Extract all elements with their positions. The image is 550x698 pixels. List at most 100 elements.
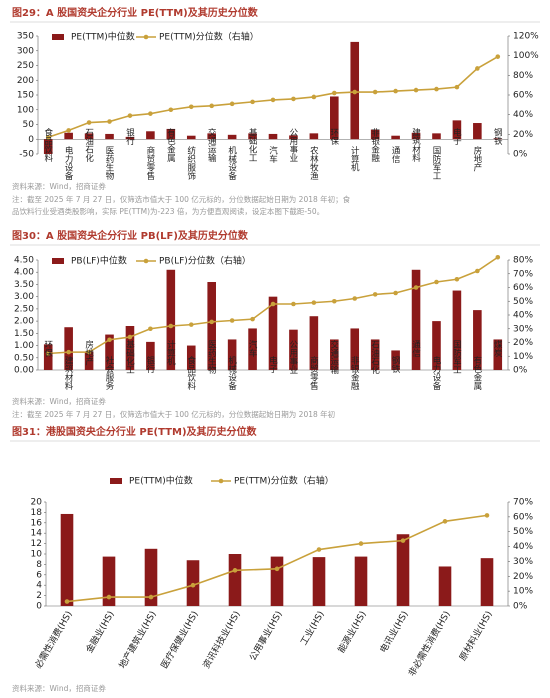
line-point xyxy=(232,568,238,573)
line-point xyxy=(352,89,358,95)
x-tick-label: 通信 xyxy=(390,145,400,164)
x-tick-label: 通信 xyxy=(411,339,421,358)
bar xyxy=(289,135,298,140)
line-point xyxy=(45,351,51,356)
y2-tick-label: 60% xyxy=(513,283,533,293)
bar xyxy=(309,133,319,140)
bar xyxy=(228,554,242,606)
x-tick-label: 公用事业 xyxy=(288,340,298,374)
y-tick-label: 18 xyxy=(31,508,43,518)
chart-title: 图30：A 股国资央企分行业 PB(LF)及其历史分位数 xyxy=(12,229,249,242)
line-point xyxy=(270,301,276,307)
x-tick-label: 电力设备 xyxy=(431,355,441,391)
line-point xyxy=(352,296,358,301)
x-tick-label: 必需性消费(HS) xyxy=(32,609,75,671)
x-tick-label: 计算机 xyxy=(349,145,359,172)
y-tick-label: 100 xyxy=(17,105,34,115)
line-point xyxy=(66,349,71,355)
x-tick-label: 机械设备 xyxy=(227,355,237,391)
bar xyxy=(312,557,326,606)
line-point xyxy=(66,128,71,133)
y-tick-label: 3.00 xyxy=(14,292,34,302)
x-tick-label: 非银金融 xyxy=(370,127,380,163)
bar xyxy=(391,135,400,140)
x-tick-label: 公用事业 xyxy=(288,128,298,162)
x-tick-label: 社会服务 xyxy=(104,355,114,391)
x-tick-label: 钢铁 xyxy=(390,355,400,374)
line-point xyxy=(229,318,235,323)
bar xyxy=(227,339,237,370)
bar xyxy=(146,131,155,140)
bar xyxy=(268,296,278,370)
y-tick-label: 2.00 xyxy=(14,317,34,327)
x-tick-label: 原材料业(HS) xyxy=(457,609,495,663)
line-point xyxy=(86,120,92,125)
x-tick-label: 汽车 xyxy=(268,145,278,164)
x-tick-label: 国防军工 xyxy=(431,146,441,180)
bar xyxy=(370,129,380,140)
bar xyxy=(186,135,196,140)
x-tick-label: 银行 xyxy=(145,355,155,374)
y-tick-label: 2.50 xyxy=(14,304,34,314)
bar xyxy=(60,513,74,606)
line-point xyxy=(64,599,70,604)
y2-tick-label: 100% xyxy=(513,51,539,61)
bar xyxy=(105,133,114,140)
bar xyxy=(227,134,237,140)
line-point xyxy=(148,111,153,116)
line-point xyxy=(393,88,398,94)
bar xyxy=(396,534,410,606)
x-tick-label: 交通运输 xyxy=(329,339,339,375)
line-point xyxy=(484,513,490,518)
line-point xyxy=(190,582,196,588)
y2-tick-label: 50% xyxy=(513,527,533,537)
x-tick-label: 电子 xyxy=(268,355,278,373)
x-tick-label: 农林牧渔 xyxy=(308,145,318,180)
line-point xyxy=(311,300,317,305)
x-tick-label: 计算机 xyxy=(165,339,175,366)
y2-tick-label: 0% xyxy=(513,602,528,612)
y-tick-label: 10 xyxy=(31,550,43,560)
y2-tick-label: 80% xyxy=(513,256,533,266)
bar xyxy=(43,344,53,370)
line-point xyxy=(168,107,174,113)
line-point xyxy=(495,254,501,260)
legend-swatch xyxy=(52,258,64,264)
y-tick-label: 0 xyxy=(28,135,34,145)
line-point xyxy=(475,268,480,274)
line-point xyxy=(434,279,439,285)
y-tick-label: 0.00 xyxy=(14,366,34,376)
x-tick-label: 房地产 xyxy=(84,339,94,366)
x-tick-label: 非银金融 xyxy=(349,355,359,391)
bar xyxy=(248,328,257,370)
y-tick-label: 16 xyxy=(31,518,43,528)
legend-label: PE(TTM)中位数 xyxy=(129,475,193,487)
x-tick-label: 电讯业(HS) xyxy=(377,609,411,655)
x-tick-label: 非必需性消费(HS) xyxy=(406,609,453,679)
bar xyxy=(350,328,360,370)
line-point xyxy=(311,94,317,100)
line-point xyxy=(332,90,337,96)
y-tick-label: 150 xyxy=(17,91,34,101)
line-point xyxy=(291,301,296,307)
bar xyxy=(207,282,216,370)
bar xyxy=(64,327,73,370)
bar xyxy=(493,138,503,140)
line-point xyxy=(148,326,153,332)
y-tick-label: 3.50 xyxy=(14,280,34,290)
line-point xyxy=(413,285,419,290)
bar xyxy=(309,316,319,370)
x-tick-label: 有色金属 xyxy=(472,355,482,391)
x-tick-label: 纺织服饰 xyxy=(186,145,196,181)
line xyxy=(47,55,499,139)
y-tick-label: 4 xyxy=(36,581,42,591)
x-tick-label: 能源业(HS) xyxy=(335,609,369,655)
line-point xyxy=(270,97,276,103)
y-tick-label: 8 xyxy=(36,560,42,570)
bar xyxy=(473,123,482,140)
line-point xyxy=(454,276,460,282)
line-point xyxy=(442,519,448,524)
line-point xyxy=(127,113,133,118)
y2-tick-label: 40% xyxy=(513,110,533,120)
x-tick-label: 银行 xyxy=(124,127,134,146)
